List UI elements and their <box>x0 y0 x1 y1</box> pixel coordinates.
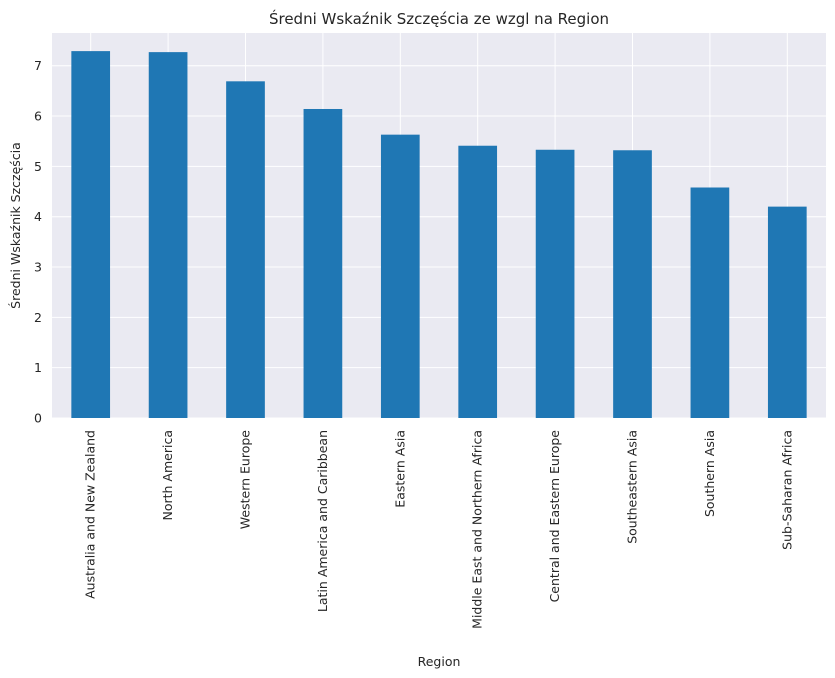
y-tick-label: 2 <box>34 310 42 325</box>
x-tick-label: Central and Eastern Europe <box>547 430 562 603</box>
y-tick-label: 3 <box>34 260 42 275</box>
x-tick-label: Western Europe <box>238 430 253 530</box>
x-tick-label: Middle East and Northern Africa <box>470 430 485 629</box>
x-axis-ticks: Australia and New Zealand North America We… <box>83 430 795 629</box>
y-tick-label: 5 <box>34 159 42 174</box>
x-axis-title: Region <box>418 654 461 669</box>
y-axis-title: Średni Wskaźnik Szczęścia <box>8 142 23 309</box>
x-tick-label: Australia and New Zealand <box>83 430 98 599</box>
bar <box>535 149 575 418</box>
x-tick-label: Southern Asia <box>702 430 717 517</box>
bar-series <box>71 51 807 419</box>
bar <box>458 145 498 418</box>
x-tick-label: Southeastern Asia <box>625 430 640 544</box>
bar <box>767 206 807 418</box>
y-axis-ticks: 0 1 2 3 4 5 6 7 <box>34 58 42 425</box>
bar <box>303 108 343 418</box>
bar <box>71 51 111 418</box>
x-tick-label: Sub-Saharan Africa <box>779 430 794 550</box>
bar <box>380 134 420 418</box>
y-tick-label: 1 <box>34 360 42 375</box>
y-tick-label: 7 <box>34 58 42 73</box>
chart-title: Średni Wskaźnik Szczęścia ze wzgl na Reg… <box>269 9 609 28</box>
bar <box>148 52 188 419</box>
x-tick-label: North America <box>160 430 175 521</box>
x-tick-label: Latin America and Caribbean <box>315 430 330 612</box>
bar <box>690 187 730 418</box>
bar <box>613 150 652 418</box>
y-tick-label: 6 <box>34 109 42 124</box>
y-tick-label: 4 <box>34 209 42 224</box>
x-tick-label: Eastern Asia <box>392 430 407 508</box>
bar <box>226 81 265 419</box>
y-tick-label: 0 <box>34 411 42 426</box>
